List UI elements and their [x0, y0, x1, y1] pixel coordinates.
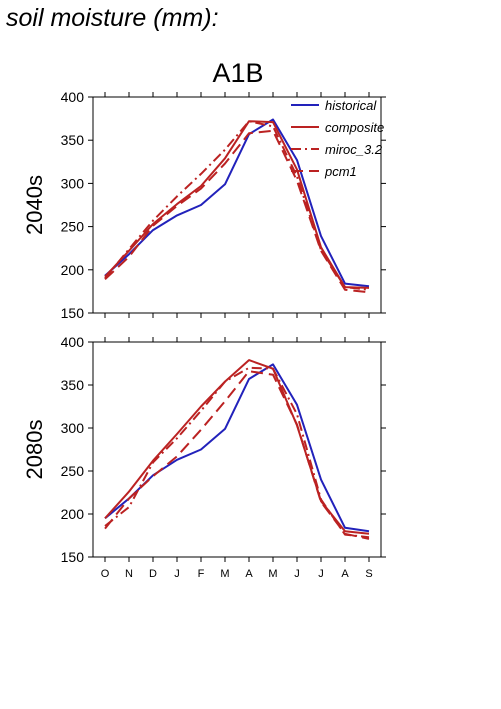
x-tick-label: J: [318, 568, 324, 580]
plot-frame: [92, 96, 382, 314]
x-tick-label: S: [365, 568, 372, 580]
x-tick-label: O: [101, 568, 110, 580]
series-line-miroc-3-2: [104, 366, 370, 539]
series-line-historical: [104, 363, 370, 533]
legend: historical composite miroc_3.2 pcm1: [291, 98, 384, 179]
x-tick-label: A: [341, 568, 349, 580]
x-tick-label: D: [149, 568, 157, 580]
panel-label: 2080s: [22, 420, 47, 480]
series-line-composite: [104, 120, 370, 289]
y-tick-label: 200: [61, 506, 85, 522]
page-heading: soil moisture (mm):: [6, 4, 219, 32]
y-tick-label: 200: [61, 262, 85, 278]
panel-2: 150 200 250 300 350 400 O N D J F M A M J J A S 2080s: [22, 334, 386, 580]
y-tick-label: 250: [61, 219, 85, 235]
legend-label: pcm1: [324, 164, 357, 179]
y-tick-label: 350: [61, 377, 85, 393]
y-tick-label: 400: [61, 89, 85, 105]
x-tick-label: J: [294, 568, 300, 580]
x-tick-label: J: [174, 568, 180, 580]
series-line-miroc-3-2: [104, 120, 370, 291]
x-tick-label: M: [268, 568, 277, 580]
chart-title: A1B: [212, 58, 263, 88]
series-line-composite: [104, 359, 370, 535]
x-tick-label: N: [125, 568, 133, 580]
legend-label: historical: [325, 98, 377, 113]
x-tick-label: M: [220, 568, 229, 580]
y-tick-label: 350: [61, 132, 85, 148]
panel-1: 150 200 250 300 350 400 2040s historical composi…: [22, 89, 386, 321]
series-line-pcm1: [104, 129, 370, 294]
series-line-historical: [104, 118, 370, 288]
panel-label: 2040s: [22, 175, 47, 235]
y-tick-label: 400: [61, 334, 85, 350]
y-tick-label: 300: [61, 175, 85, 191]
plot-frame: [92, 341, 382, 558]
x-tick-label: F: [198, 568, 205, 580]
y-tick-label: 250: [61, 463, 85, 479]
legend-label: miroc_3.2: [325, 142, 383, 157]
series-line-pcm1: [104, 370, 370, 540]
legend-label: composite: [325, 120, 384, 135]
y-tick-label: 150: [61, 305, 85, 321]
y-tick-label: 300: [61, 420, 85, 436]
y-tick-label: 150: [61, 549, 85, 565]
x-tick-label: A: [245, 568, 253, 580]
